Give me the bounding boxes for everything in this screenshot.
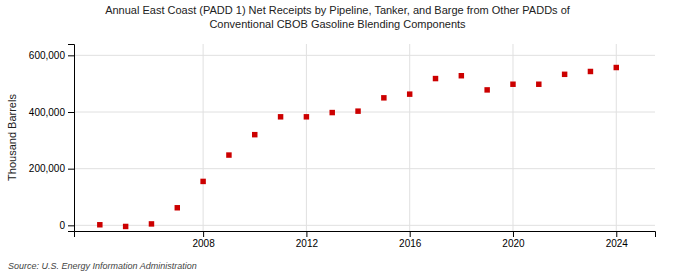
y-tick-label: 0 [59,220,65,231]
grid [74,44,655,231]
x-tick: 2020 [502,231,525,249]
x-axis: 2008 2012 2016 2020 2024 [75,231,656,249]
grid-line-y [74,225,655,226]
y-tick: 400,000 [29,107,74,118]
y-tick-label: 400,000 [29,107,66,118]
source-note: Source: U.S. Energy Information Administ… [8,261,197,271]
y-tick-mark [68,169,74,170]
grid-line-y [74,112,655,113]
y-tick: 600,000 [29,50,74,61]
y-axis: 0 200,000 400,000 600,000 [29,45,75,232]
x-tick-label: 2020 [502,238,525,249]
point [97,222,102,227]
point [407,91,412,96]
x-tick-mark [306,231,307,237]
y-tick: 200,000 [29,163,74,174]
x-tick-label: 2024 [606,238,629,249]
point [304,114,309,119]
y-tick-mark [68,225,74,226]
y-tick: 0 [59,220,74,231]
x-tick: 2016 [399,231,422,249]
point [329,110,334,115]
point [381,95,386,100]
point [200,179,205,184]
x-tick: 2024 [606,231,629,249]
point [355,108,360,113]
x-axis-line [75,232,656,238]
grid-line-y [74,55,655,56]
y-tick-mark [68,112,74,113]
point [588,69,593,74]
plot-area [97,65,619,229]
x-tick-mark [203,231,204,237]
grid-line-y [74,168,655,169]
grid-line-x [616,44,617,231]
point [536,81,541,86]
x-tick-mark [410,231,411,237]
chart: 2008 2012 2016 2020 2024 0 200,000 400,000 600,0… [0,0,675,275]
point [252,132,257,137]
point [226,152,231,157]
point [433,76,438,81]
grid-line-x [409,44,410,231]
point [614,65,619,70]
point [510,81,515,86]
y-tick-label: 600,000 [29,50,66,61]
x-tick-label: 2008 [192,238,215,249]
y-tick-label: 200,000 [29,163,66,174]
x-tick-label: 2012 [296,238,319,249]
y-tick-mark [68,55,74,56]
point [123,224,128,229]
x-tick: 2008 [192,231,215,249]
grid-line-x [306,44,307,231]
title-line: Conventional CBOB Gasoline Blending Comp… [209,18,466,30]
point [562,72,567,77]
x-tick: 2012 [296,231,319,249]
grid-line-x [512,44,513,231]
point [278,114,283,119]
x-tick-mark [513,231,514,237]
title-line: Annual East Coast (PADD 1) Net Receipts … [105,4,571,16]
point [149,221,154,226]
x-tick-label: 2016 [399,238,422,249]
y-axis-title: Thousand Barrels [6,94,18,181]
point [484,87,489,92]
title: Annual East Coast (PADD 1) Net Receipts … [105,4,571,30]
grid-line-x [203,44,204,231]
y-axis-line [68,45,75,232]
x-tick-mark [616,231,617,237]
point [459,73,464,78]
point [175,205,180,210]
